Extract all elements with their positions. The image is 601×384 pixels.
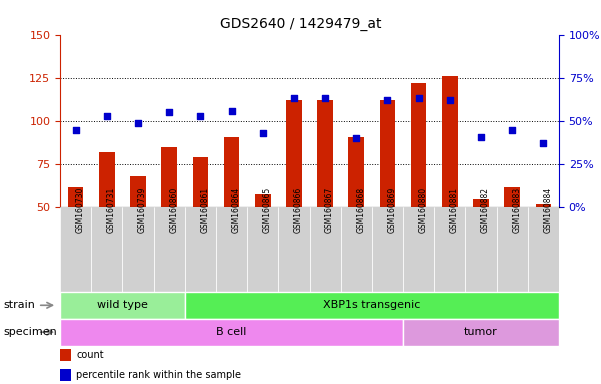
Bar [403,319,559,346]
Text: B cell: B cell [216,327,247,337]
Text: GSM160731: GSM160731 [107,187,116,233]
Point [507,127,517,133]
Bar [60,319,403,346]
Bar [310,207,341,292]
Bar [349,137,364,207]
Bar [504,187,520,207]
Text: GSM160730: GSM160730 [76,187,85,233]
Bar [473,199,489,207]
Text: GSM160866: GSM160866 [294,187,303,233]
Text: GSM160860: GSM160860 [169,187,178,233]
Bar [224,137,239,207]
Bar [60,349,71,361]
Point [195,113,205,119]
Point [538,141,548,147]
Bar [372,207,403,292]
Bar [442,76,457,207]
Point [414,96,424,102]
Bar [286,100,302,207]
Bar [123,207,154,292]
Bar [216,207,247,292]
Point [289,96,299,102]
Bar [535,204,551,207]
Bar [130,176,146,207]
Text: GSM160861: GSM160861 [200,187,209,233]
Bar [185,292,559,319]
Bar [91,207,123,292]
Bar [465,207,496,292]
Bar [185,207,216,292]
Bar [255,194,270,207]
Text: GSM160865: GSM160865 [263,187,272,233]
Point [352,135,361,141]
Text: GSM160883: GSM160883 [512,187,521,233]
Point [102,113,112,119]
Bar [341,207,372,292]
Text: GSM160868: GSM160868 [356,187,365,233]
Point [476,134,486,140]
Text: GSM160882: GSM160882 [481,187,490,233]
Bar [154,207,185,292]
Point [165,109,174,115]
Bar [99,152,115,207]
Text: GSM160867: GSM160867 [325,187,334,233]
Point [227,108,236,114]
Bar [60,207,91,292]
Bar [60,369,71,381]
Point [258,130,267,136]
Bar [528,207,559,292]
Bar [162,147,177,207]
Text: GSM160869: GSM160869 [388,187,397,233]
Text: wild type: wild type [97,300,148,310]
Point [133,120,143,126]
Text: tumor: tumor [464,327,498,337]
Text: GSM160739: GSM160739 [138,187,147,233]
Text: GSM160884: GSM160884 [543,187,552,233]
Bar [434,207,465,292]
Bar [317,100,333,207]
Text: GDS2640 / 1429479_at: GDS2640 / 1429479_at [220,17,381,31]
Text: XBP1s transgenic: XBP1s transgenic [323,300,421,310]
Point [71,127,81,133]
Bar [380,100,395,207]
Bar [192,157,208,207]
Text: percentile rank within the sample: percentile rank within the sample [76,370,241,380]
Text: count: count [76,350,104,360]
Text: specimen: specimen [3,327,56,337]
Text: strain: strain [3,300,35,310]
Bar [68,187,84,207]
Bar [403,207,434,292]
Point [320,96,330,102]
Bar [60,292,185,319]
Text: GSM160880: GSM160880 [419,187,428,233]
Bar [247,207,278,292]
Text: GSM160881: GSM160881 [450,187,459,233]
Bar [278,207,310,292]
Point [445,97,454,103]
Point [383,97,392,103]
Text: GSM160864: GSM160864 [231,187,240,233]
Bar [496,207,528,292]
Bar [411,83,427,207]
